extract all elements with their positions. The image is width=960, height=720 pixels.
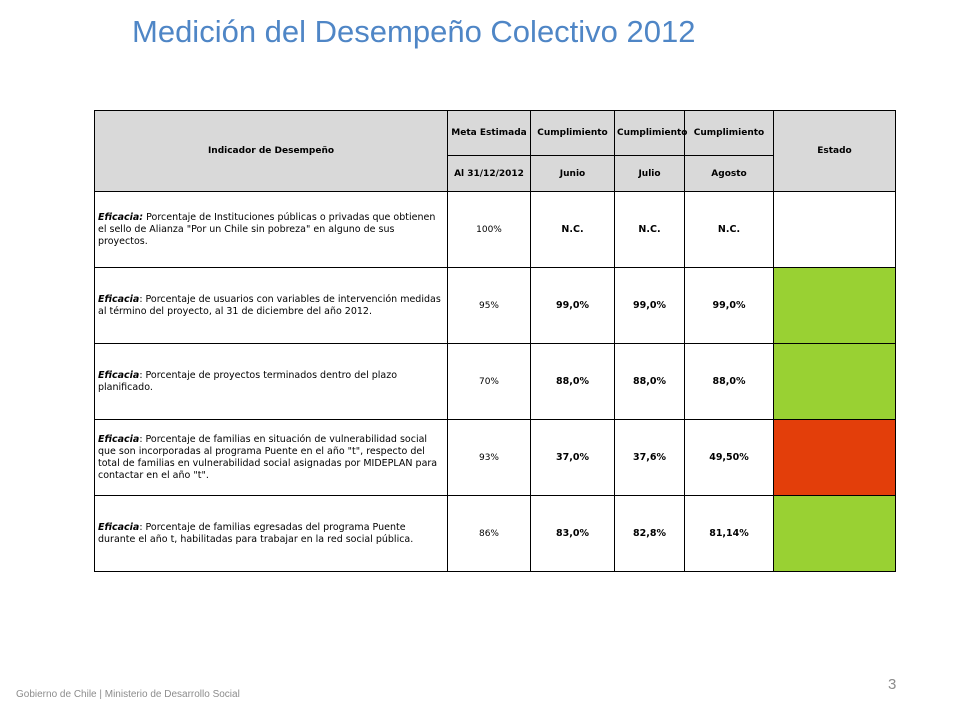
value-cell-junio: N.C. xyxy=(530,191,615,268)
value-cell-agosto: 99,0% xyxy=(684,267,774,344)
value-cell-julio: 82,8% xyxy=(614,495,685,572)
indicator-type: Eficacia xyxy=(98,293,140,305)
indicator-text: : Porcentaje de familias en situación de… xyxy=(98,433,438,481)
indicator-cell: Eficacia: Porcentaje de Instituciones pú… xyxy=(94,191,448,268)
indicator-type: Eficacia: xyxy=(98,211,144,223)
table-row: Eficacia: Porcentaje de familias en situ… xyxy=(94,419,896,496)
value-cell-agosto: N.C. xyxy=(684,191,774,268)
status-cell xyxy=(773,267,896,344)
status-cell xyxy=(773,495,896,572)
page-number: 3 xyxy=(888,676,897,693)
meta-cell: 70% xyxy=(447,343,531,420)
header-estado: Estado xyxy=(773,110,896,192)
indicator-text: : Porcentaje de usuarios con variables d… xyxy=(98,293,441,317)
header-meta: Meta Estimada xyxy=(447,110,531,156)
value-cell-agosto: 81,14% xyxy=(684,495,774,572)
indicator-type: Eficacia xyxy=(98,433,140,445)
value-cell-julio: 88,0% xyxy=(614,343,685,420)
value-cell-agosto: 49,50% xyxy=(684,419,774,496)
meta-cell: 100% xyxy=(447,191,531,268)
table-row: Eficacia: Porcentaje de usuarios con var… xyxy=(94,267,896,344)
meta-cell: 86% xyxy=(447,495,531,572)
header-cumplimiento: Cumplimiento xyxy=(614,110,687,156)
indicator-text: : Porcentaje de familias egresadas del p… xyxy=(98,521,414,545)
header-fecha-meta: Al 31/12/2012 xyxy=(447,155,531,192)
value-cell-junio: 83,0% xyxy=(530,495,615,572)
value-cell-julio: 99,0% xyxy=(614,267,685,344)
value-cell-julio: N.C. xyxy=(614,191,685,268)
indicator-cell: Eficacia: Porcentaje de familias en situ… xyxy=(94,419,448,496)
header-mes-agosto: Agosto xyxy=(684,155,774,192)
header-mes-julio: Julio xyxy=(614,155,685,192)
header-cumplimiento: Cumplimiento xyxy=(530,110,615,156)
table-row: Eficacia: Porcentaje de familias egresad… xyxy=(94,495,896,572)
value-cell-julio: 37,6% xyxy=(614,419,685,496)
table-row: Eficacia: Porcentaje de Instituciones pú… xyxy=(94,191,896,268)
indicator-cell: Eficacia: Porcentaje de familias egresad… xyxy=(94,495,448,572)
indicator-cell: Eficacia: Porcentaje de usuarios con var… xyxy=(94,267,448,344)
value-cell-junio: 37,0% xyxy=(530,419,615,496)
performance-table: Indicador de Desempeño Meta Estimada Cum… xyxy=(94,110,896,572)
indicator-text: Porcentaje de Instituciones públicas o p… xyxy=(98,211,436,247)
footer-text: Gobierno de Chile | Ministerio de Desarr… xyxy=(16,689,240,700)
header-mes-junio: Junio xyxy=(530,155,615,192)
header-indicador: Indicador de Desempeño xyxy=(94,110,448,192)
status-cell xyxy=(773,343,896,420)
indicator-type: Eficacia xyxy=(98,369,140,381)
indicator-type: Eficacia xyxy=(98,521,140,533)
page-title: Medición del Desempeño Colectivo 2012 xyxy=(132,14,696,49)
table-row: Eficacia: Porcentaje de proyectos termin… xyxy=(94,343,896,420)
status-cell xyxy=(773,419,896,496)
header-cumplimiento: Cumplimiento xyxy=(684,110,774,156)
meta-cell: 95% xyxy=(447,267,531,344)
value-cell-junio: 88,0% xyxy=(530,343,615,420)
meta-cell: 93% xyxy=(447,419,531,496)
indicator-text: : Porcentaje de proyectos terminados den… xyxy=(98,369,398,393)
indicator-cell: Eficacia: Porcentaje de proyectos termin… xyxy=(94,343,448,420)
status-cell xyxy=(773,191,896,268)
value-cell-agosto: 88,0% xyxy=(684,343,774,420)
value-cell-junio: 99,0% xyxy=(530,267,615,344)
